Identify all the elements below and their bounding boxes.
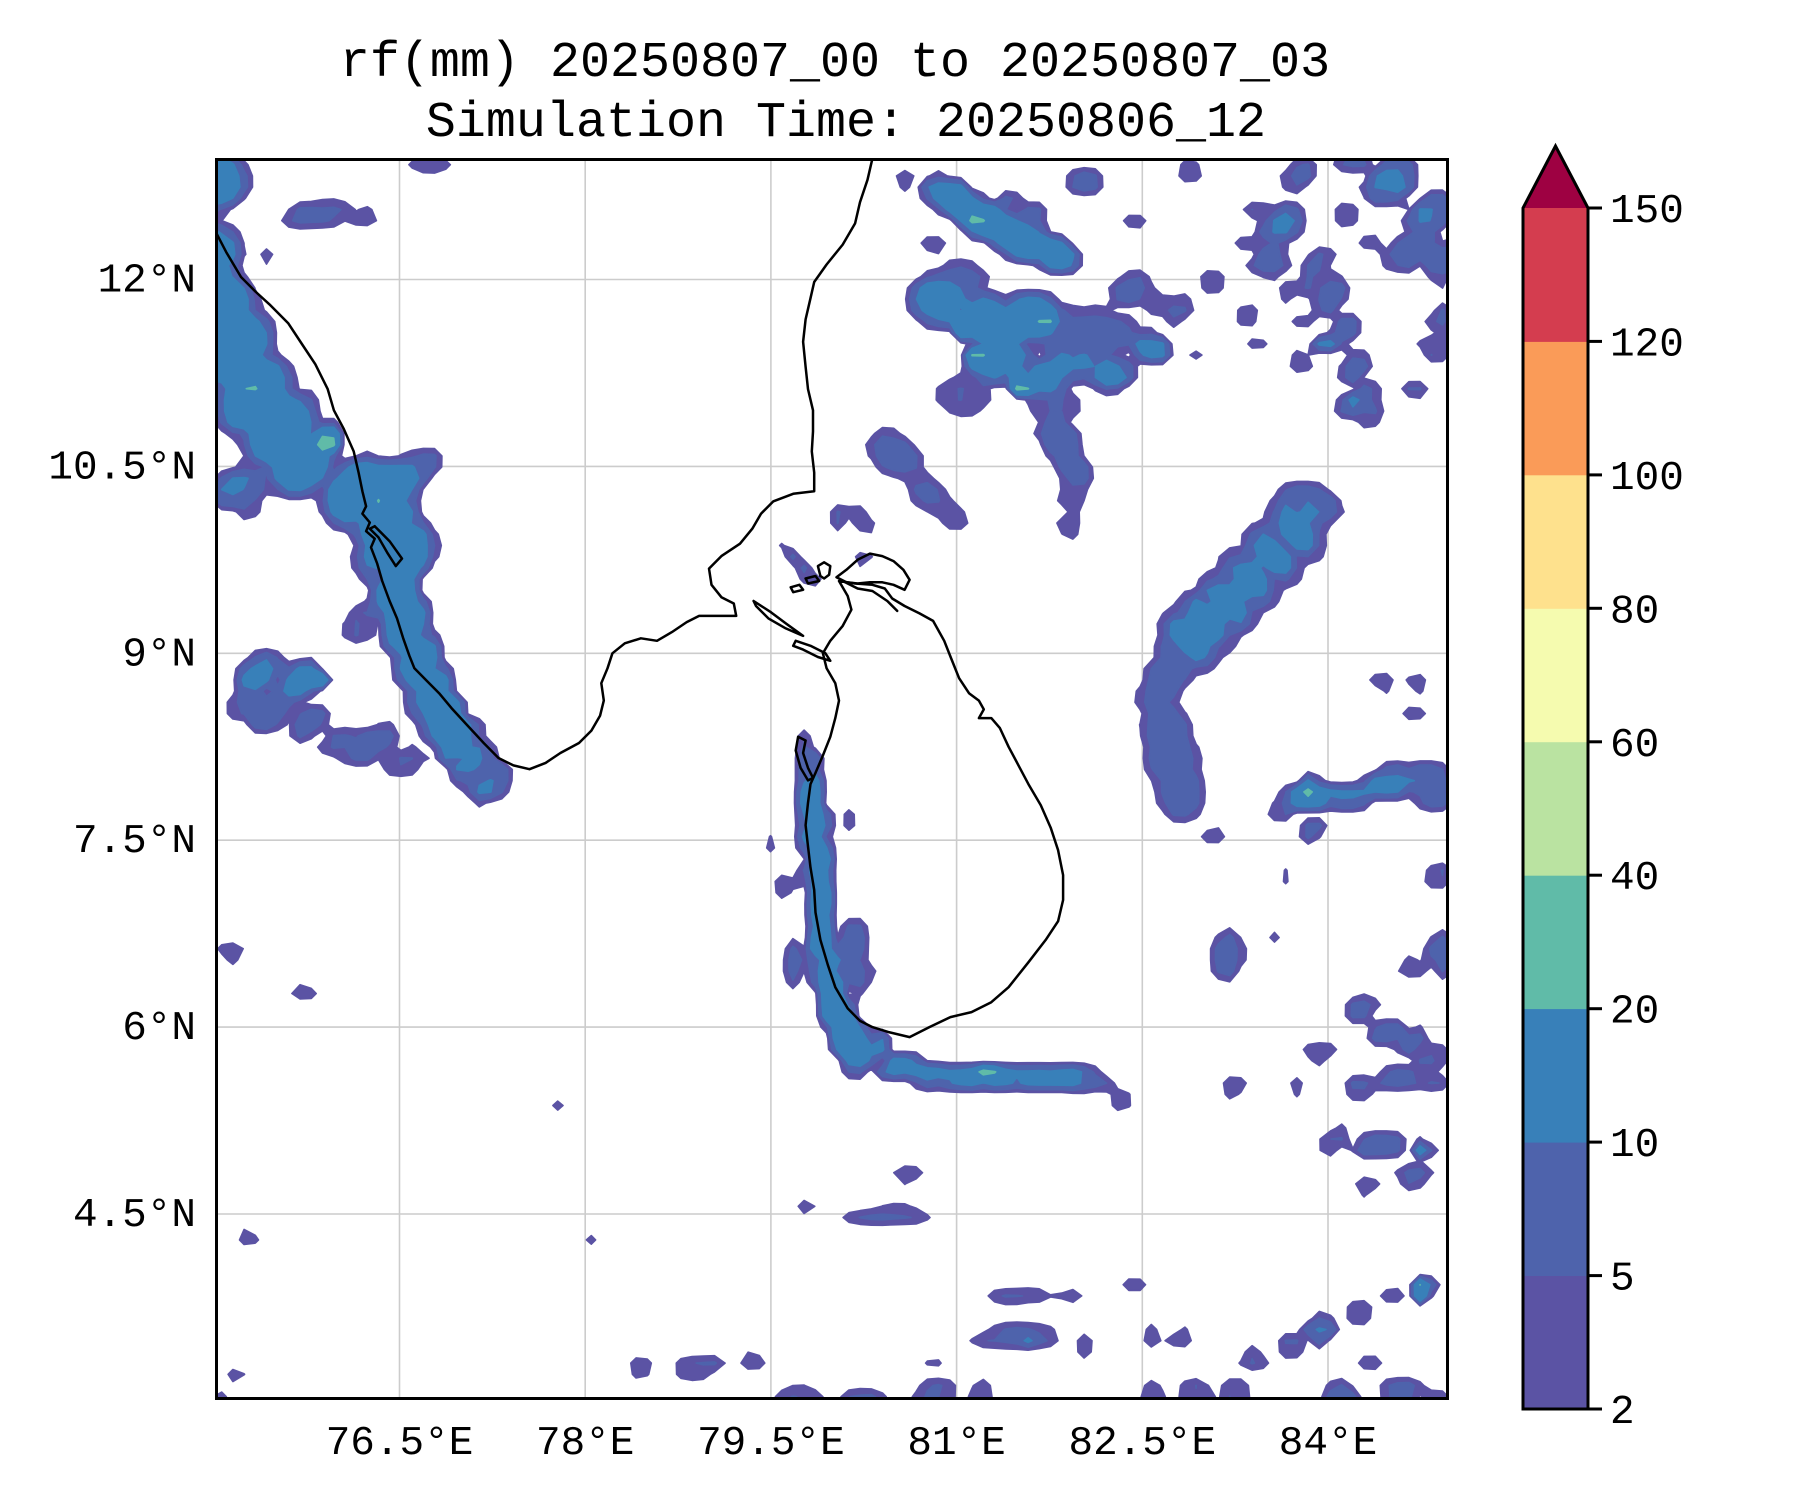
svg-text:7.5°N: 7.5°N [73, 819, 196, 865]
svg-text:100: 100 [1610, 456, 1684, 502]
svg-text:84°E: 84°E [1279, 1421, 1377, 1467]
svg-text:2: 2 [1610, 1390, 1635, 1436]
svg-text:9°N: 9°N [122, 632, 196, 678]
svg-text:rf(mm) 20250807_00 to 20250807: rf(mm) 20250807_00 to 20250807_03 [340, 35, 1330, 92]
svg-text:4.5°N: 4.5°N [73, 1193, 196, 1239]
svg-text:79.5°E: 79.5°E [697, 1421, 845, 1467]
svg-text:76.5°E: 76.5°E [326, 1421, 474, 1467]
svg-text:81°E: 81°E [907, 1421, 1005, 1467]
svg-text:12°N: 12°N [98, 259, 196, 305]
svg-text:120: 120 [1610, 322, 1684, 368]
svg-text:10.5°N: 10.5°N [48, 445, 196, 491]
svg-text:80: 80 [1610, 589, 1659, 635]
svg-text:Simulation Time: 20250806_12: Simulation Time: 20250806_12 [426, 95, 1266, 152]
svg-text:10: 10 [1610, 1123, 1659, 1169]
svg-text:78°E: 78°E [536, 1421, 634, 1467]
svg-text:150: 150 [1610, 189, 1684, 235]
svg-text:82.5°E: 82.5°E [1068, 1421, 1216, 1467]
svg-text:40: 40 [1610, 856, 1659, 902]
svg-text:20: 20 [1610, 990, 1659, 1036]
svg-text:5: 5 [1610, 1257, 1635, 1303]
svg-text:6°N: 6°N [122, 1006, 196, 1052]
svg-text:60: 60 [1610, 723, 1659, 769]
